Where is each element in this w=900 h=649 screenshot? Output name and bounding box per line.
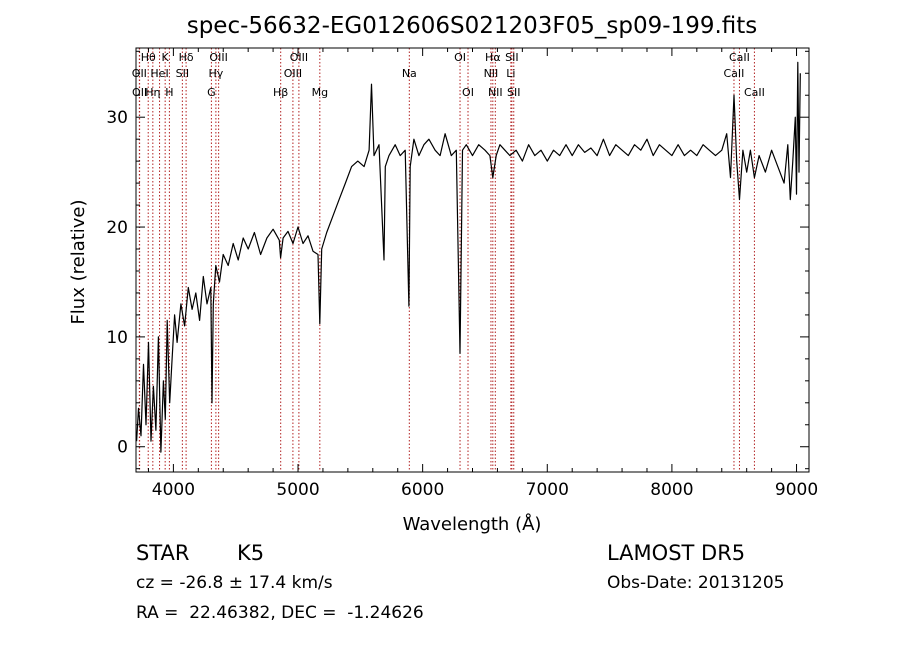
plot-frame (135, 47, 810, 473)
spectral-line-label: OIII (284, 67, 302, 80)
x-axis-label: Wavelength (Å) (403, 513, 542, 535)
y-axis-label: Flux (relative) (68, 199, 89, 324)
spectral-line-label: G (207, 86, 216, 99)
chart-title: spec-56632-EG012606S021203F05_sp09-199.f… (187, 13, 758, 39)
spectral-line-labels: OIIOIIHθHηHeIKHHδSIIGHγOIIIHβOIIIOIIIMgN… (132, 51, 765, 99)
redshift-velocity: cz = -26.8 ± 17.4 km/s (136, 573, 333, 593)
spectral-line-label: CaII (724, 67, 745, 80)
y-tick-label: 20 (106, 218, 128, 238)
spectral-line-label: OIII (209, 51, 227, 64)
spectral-line-label: SII (505, 51, 518, 64)
spectrum-series (136, 61, 801, 453)
spectral-line-label: HeI (150, 67, 168, 80)
x-tick-label: 8000 (650, 480, 693, 500)
spectral-line-label: CaII (729, 51, 750, 64)
spectral-line-label: Hη (145, 86, 160, 99)
spectral-line-label: SII (507, 86, 520, 99)
x-tick-label: 4000 (152, 480, 195, 500)
axes: 4000 5000 6000 7000 8000 9000 0 10 20 30 (106, 48, 818, 500)
spectral-line-label: OIII (290, 51, 308, 64)
spectral-line-label: H (165, 86, 173, 99)
spectral-line-label: Mg (312, 86, 328, 99)
y-tick-label: 30 (106, 108, 128, 128)
spectral-line-label: Hγ (208, 67, 223, 80)
spectral-line-label: Hβ (273, 86, 288, 99)
survey-name: LAMOST DR5 (607, 541, 746, 565)
x-tick-label: 7000 (526, 480, 569, 500)
spectral-line-label: Hθ (141, 51, 156, 64)
spectral-line-label: K (162, 51, 170, 64)
observation-date: Obs-Date: 20131205 (607, 573, 785, 593)
x-tick-label: 6000 (401, 480, 444, 500)
y-tick-label: 0 (117, 438, 128, 458)
object-class: STAR (136, 541, 190, 565)
spectral-line-label: OI (454, 51, 466, 64)
spectral-line-label: NII (488, 86, 503, 99)
spectral-line-label: Na (402, 67, 417, 80)
spectral-line-label: Hα (485, 51, 501, 64)
spectral-line-label: OI (462, 86, 474, 99)
object-subclass: K5 (237, 541, 265, 565)
spectrum-line (136, 61, 801, 453)
spectral-line-label: NII (484, 67, 499, 80)
x-tick-label: 5000 (276, 480, 319, 500)
x-tick-label: 9000 (775, 480, 818, 500)
spectral-line-label: CaII (744, 86, 765, 99)
spectral-line-label: Li (506, 67, 515, 80)
spectral-line-markers (138, 48, 755, 472)
y-tick-label: 10 (106, 328, 128, 348)
spectral-line-label: SII (176, 67, 189, 80)
sky-coordinates: RA = 22.46382, DEC = -1.24626 (136, 603, 424, 623)
spectral-line-label: Hδ (179, 51, 194, 64)
